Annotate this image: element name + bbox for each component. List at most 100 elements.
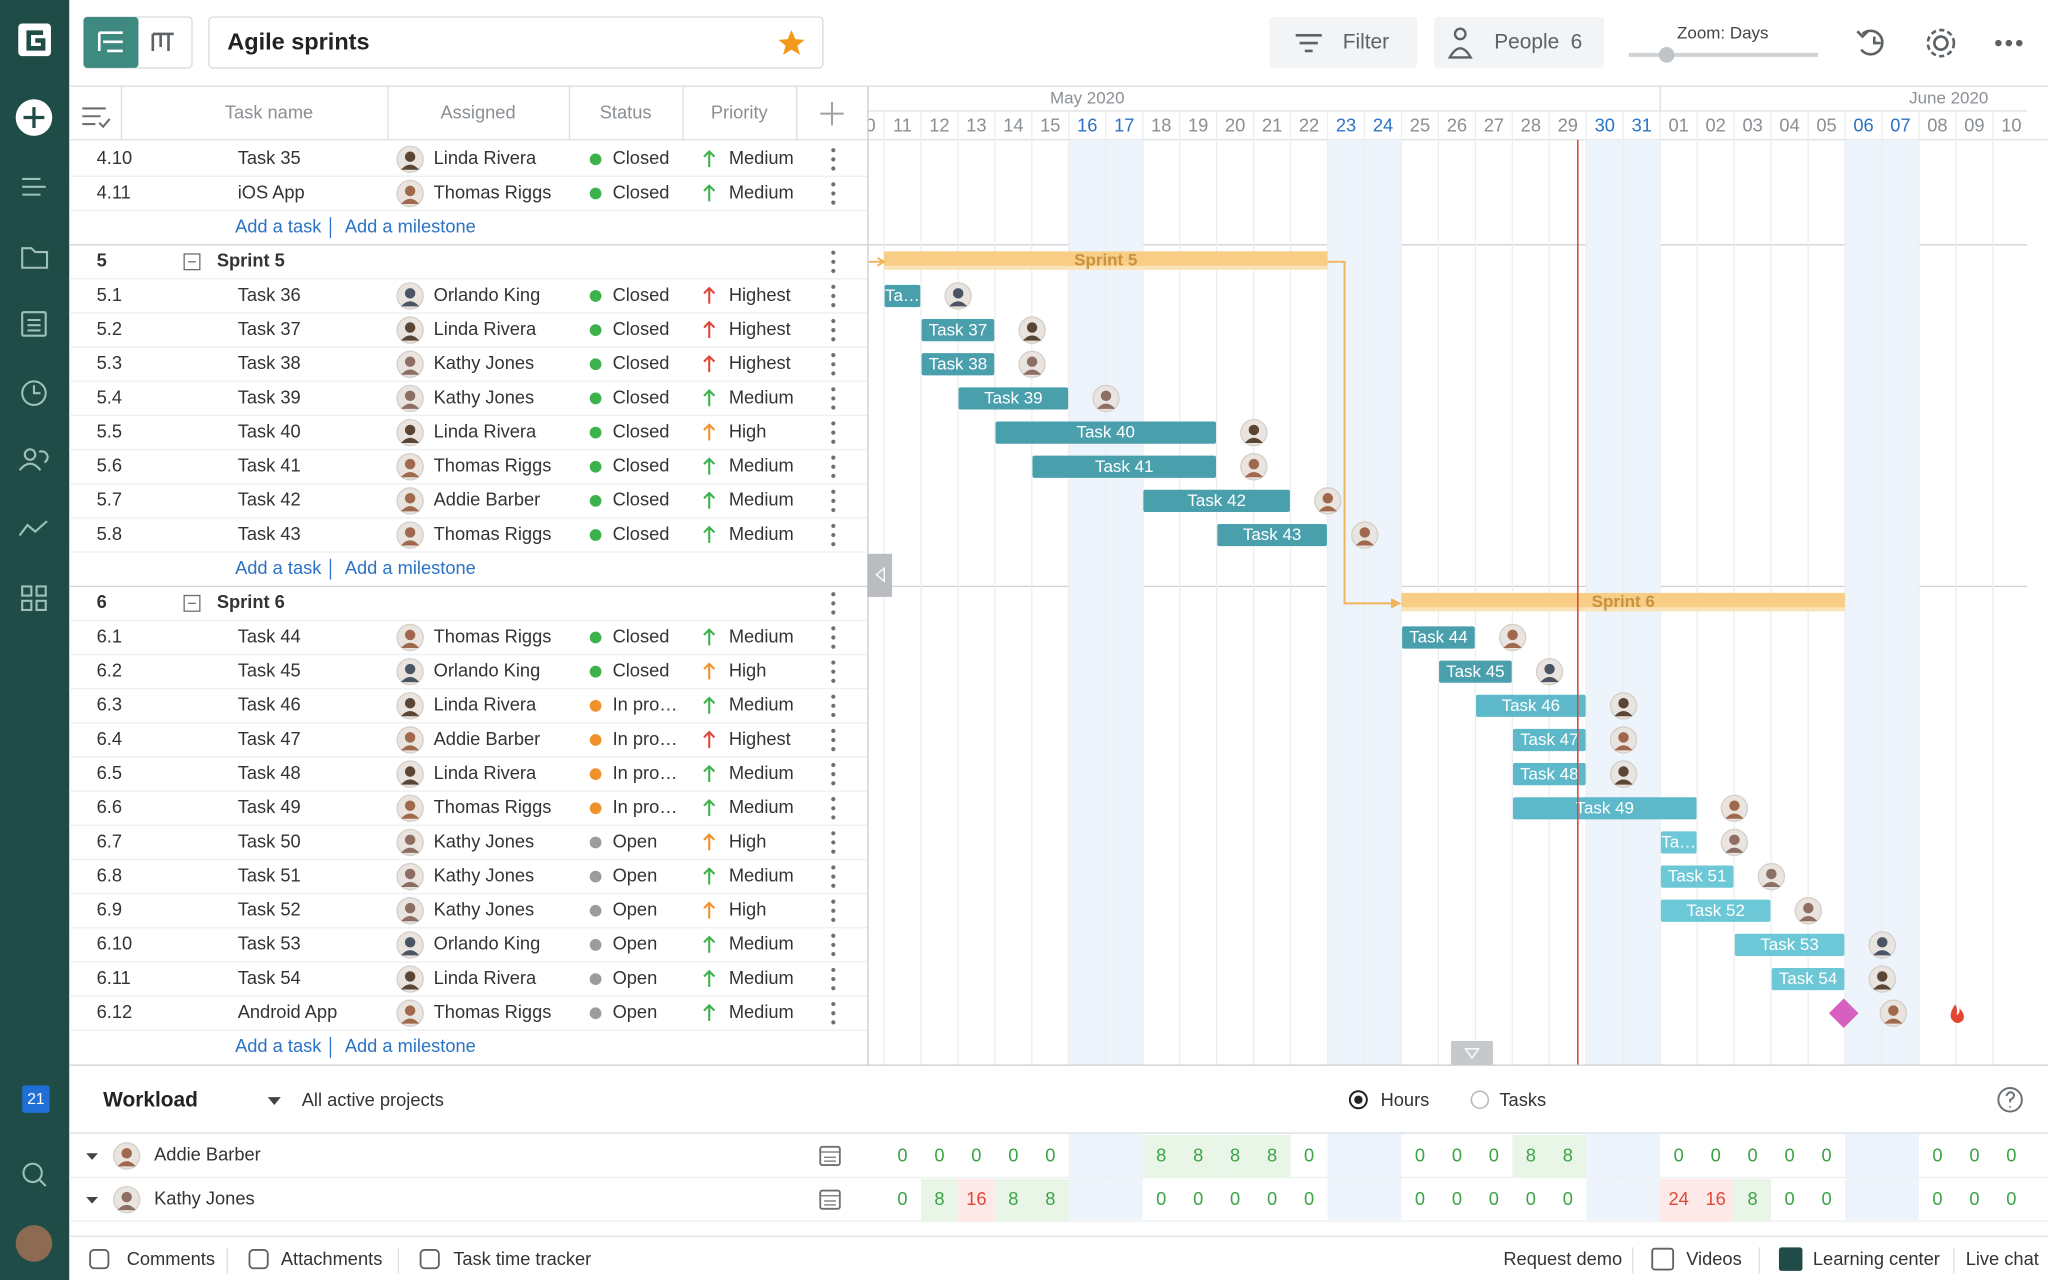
row-menu[interactable]: [831, 455, 836, 460]
row-menu[interactable]: [831, 250, 836, 255]
task-name[interactable]: Task 39: [238, 386, 301, 407]
footer-icon[interactable]: [89, 1249, 110, 1270]
task-bar[interactable]: [1402, 626, 1475, 649]
zoom-knob[interactable]: [1658, 47, 1675, 63]
row-menu[interactable]: [831, 660, 836, 665]
column-settings[interactable]: [82, 107, 111, 129]
row-menu[interactable]: [831, 728, 836, 733]
row-menu[interactable]: [831, 967, 836, 973]
row-menu[interactable]: [831, 464, 836, 469]
row-menu[interactable]: [831, 191, 836, 196]
row-menu[interactable]: [831, 865, 836, 870]
mode-label[interactable]: Tasks: [1499, 1089, 1546, 1110]
column-header[interactable]: Assigned: [440, 101, 515, 122]
help-icon[interactable]: [1997, 1087, 2023, 1113]
row-menu[interactable]: [831, 1020, 836, 1025]
task-bar[interactable]: [995, 421, 1216, 444]
task-name[interactable]: Task 50: [238, 830, 301, 851]
calendar-icon[interactable]: [819, 1189, 841, 1210]
toolbar-icons[interactable]: [1856, 28, 1956, 58]
row-menu[interactable]: [831, 806, 836, 811]
row-menu[interactable]: [831, 1011, 836, 1016]
sprint-bar[interactable]: [1401, 592, 1846, 612]
task-name[interactable]: Task 44: [238, 625, 301, 646]
footer-link[interactable]: Request demo: [1503, 1248, 1622, 1269]
row-menu[interactable]: [831, 303, 836, 308]
milestone[interactable]: [1828, 998, 1859, 1029]
radio-tasks[interactable]: [1470, 1090, 1490, 1110]
task-name[interactable]: Task 40: [238, 420, 301, 441]
task-name[interactable]: Task 45: [238, 660, 301, 681]
collapse-handle[interactable]: [867, 553, 893, 597]
row-menu[interactable]: [831, 473, 836, 478]
column-header[interactable]: Status: [600, 101, 652, 122]
row-menu[interactable]: [831, 532, 836, 538]
task-bar[interactable]: [921, 319, 995, 342]
task-name[interactable]: Task 51: [238, 864, 301, 885]
row-menu[interactable]: [831, 328, 836, 333]
add-column[interactable]: [820, 101, 844, 126]
notification-badge[interactable]: [22, 1085, 50, 1113]
row-menu[interactable]: [831, 182, 836, 187]
task-bar[interactable]: [1217, 523, 1327, 547]
mode-label[interactable]: Hours: [1381, 1089, 1430, 1110]
task-bar[interactable]: [1660, 899, 1771, 922]
row-menu[interactable]: [831, 737, 836, 743]
row-menu[interactable]: [831, 387, 836, 392]
user-avatar[interactable]: [15, 1225, 53, 1262]
task-name[interactable]: Task 52: [238, 899, 301, 920]
row-menu[interactable]: [831, 200, 836, 205]
favorite-star[interactable]: [778, 30, 805, 55]
row-menu[interactable]: [831, 712, 836, 718]
expand-arrow[interactable]: [86, 1197, 98, 1204]
footer-link[interactable]: Live chat: [1966, 1248, 2039, 1269]
row-menu[interactable]: [831, 908, 836, 913]
row-menu[interactable]: [831, 166, 836, 171]
row-menu[interactable]: [831, 678, 836, 683]
row-menu[interactable]: [831, 430, 836, 435]
task-bar[interactable]: [921, 353, 995, 376]
task-bar[interactable]: [1660, 865, 1734, 888]
column-header[interactable]: Task name: [225, 101, 313, 122]
task-name[interactable]: Task 43: [238, 523, 301, 544]
row-menu[interactable]: [831, 148, 836, 153]
footer-icon[interactable]: [248, 1249, 269, 1270]
add-task[interactable]: Add a task: [235, 215, 322, 236]
logo[interactable]: [18, 23, 51, 57]
footer-link[interactable]: Learning center: [1813, 1248, 1940, 1269]
task-bar[interactable]: [1439, 660, 1512, 683]
row-menu[interactable]: [831, 797, 836, 802]
project-title-box[interactable]: [208, 16, 824, 69]
row-menu[interactable]: [831, 899, 836, 904]
task-name[interactable]: Task 53: [238, 933, 301, 954]
row-menu[interactable]: [831, 933, 836, 938]
row-menu[interactable]: [831, 353, 836, 358]
row-menu[interactable]: [831, 781, 836, 786]
task-bar[interactable]: [1513, 728, 1586, 752]
task-bar[interactable]: [1771, 967, 1845, 991]
row-menu[interactable]: [831, 635, 836, 640]
row-menu[interactable]: [831, 747, 836, 752]
task-bar[interactable]: [884, 284, 921, 308]
task-name[interactable]: Task 35: [238, 147, 301, 168]
task-name[interactable]: Task 54: [238, 967, 301, 988]
filter-button[interactable]: [1269, 16, 1418, 68]
row-menu[interactable]: [831, 259, 836, 264]
task-name[interactable]: Task 49: [238, 796, 301, 817]
row-menu[interactable]: [831, 293, 836, 299]
task-bar[interactable]: [1143, 489, 1290, 512]
row-menu[interactable]: [831, 874, 836, 879]
row-menu[interactable]: [831, 601, 836, 606]
row-menu[interactable]: [831, 772, 836, 777]
footer-link[interactable]: Attachments: [281, 1248, 383, 1269]
row-menu[interactable]: [831, 951, 836, 957]
task-name[interactable]: Android App: [238, 1001, 338, 1022]
add-task[interactable]: Add a task: [235, 1035, 322, 1056]
footer-link[interactable]: Comments: [127, 1248, 215, 1269]
row-menu[interactable]: [831, 917, 836, 922]
row-menu[interactable]: [831, 268, 836, 274]
task-name[interactable]: Task 37: [238, 318, 301, 339]
row-menu[interactable]: [831, 396, 836, 401]
workload-dropdown[interactable]: [267, 1097, 281, 1105]
deadline-icon[interactable]: [1950, 1004, 1964, 1024]
